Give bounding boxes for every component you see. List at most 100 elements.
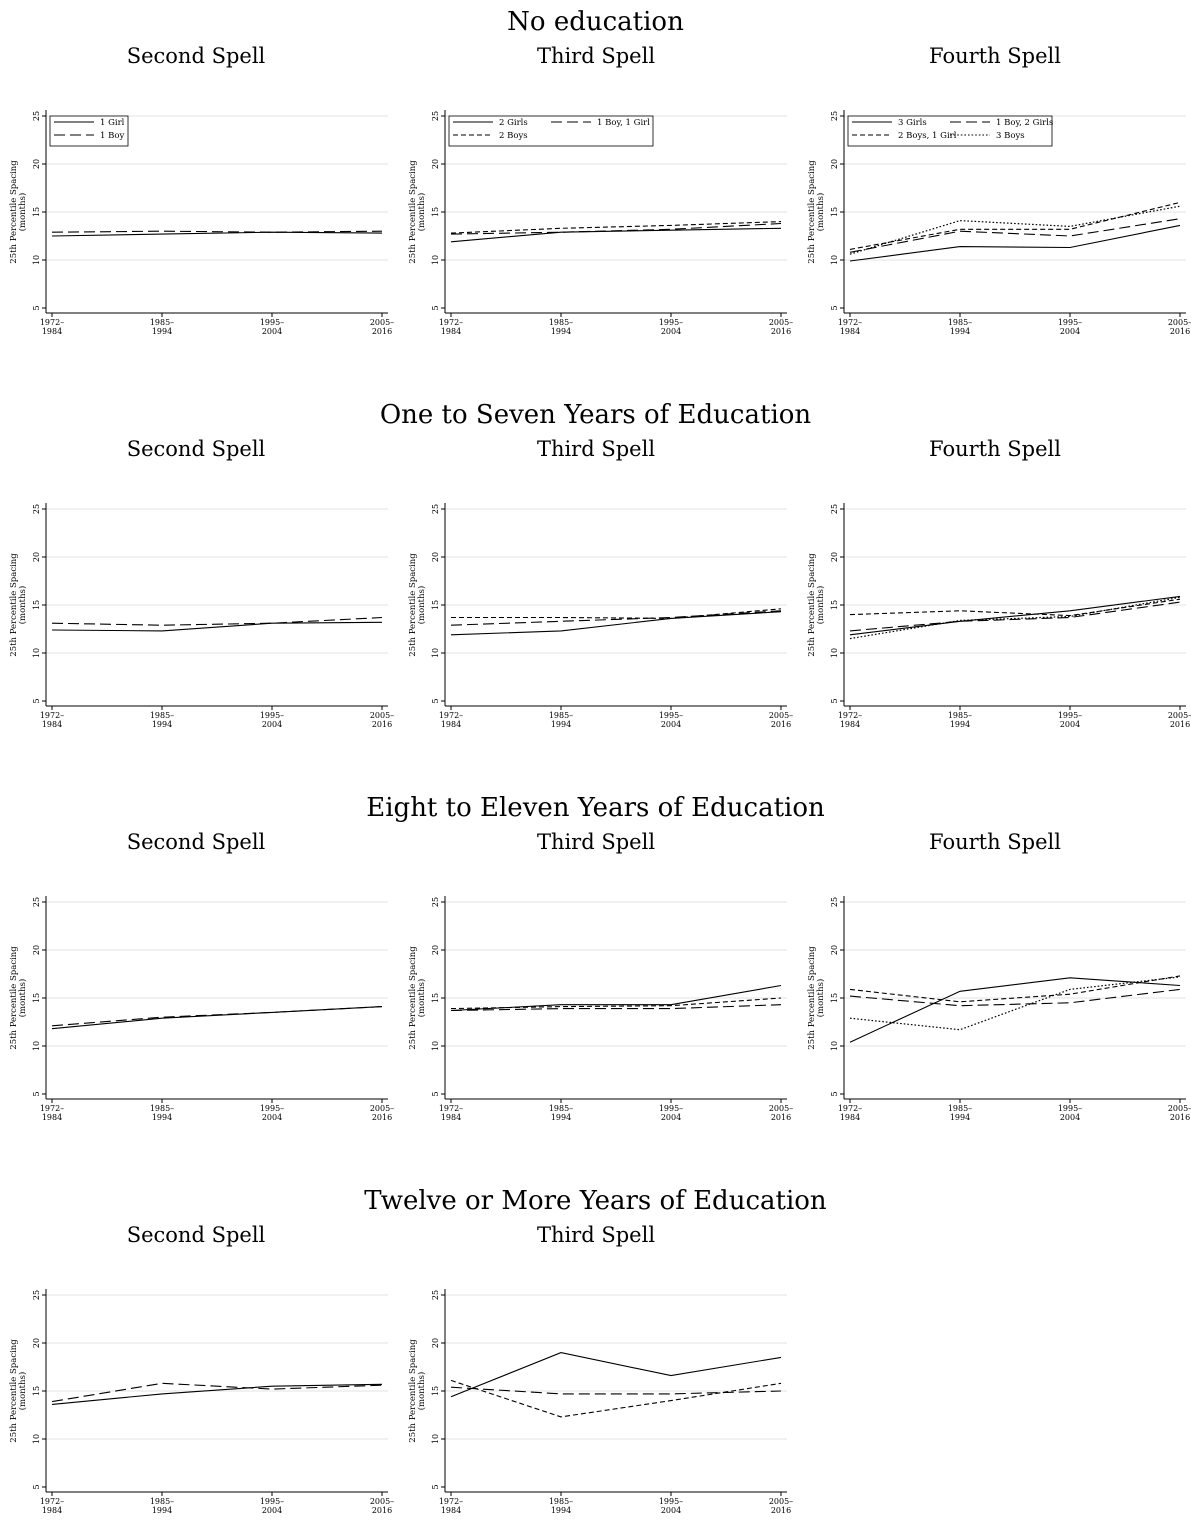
y-tick-label: 5 <box>32 698 41 703</box>
x-tick-label: 1984 <box>840 327 860 336</box>
section-title: No education <box>507 7 684 37</box>
x-tick-label: 2005– <box>370 1104 394 1113</box>
x-tick-label: 2016 <box>771 327 791 336</box>
y-tick-label: 10 <box>32 1434 41 1444</box>
panel-title: Second Spell <box>127 830 266 854</box>
x-tick-label: 1995– <box>1058 1104 1082 1113</box>
series-line-longdash <box>51 230 383 233</box>
x-tick-label: 1995– <box>1058 711 1082 720</box>
series-line-solid <box>51 231 383 237</box>
y-tick-label: 15 <box>32 993 41 1003</box>
section-3: Eight to Eleven Years of Education Second… <box>9 793 1191 1122</box>
x-tick-label: 1972– <box>439 318 463 327</box>
y-tick-label: 25 <box>431 111 440 121</box>
panel-title: Fourth Spell <box>929 437 1061 461</box>
x-tick-label: 1984 <box>441 720 461 729</box>
y-tick-label: 20 <box>32 159 41 169</box>
y-tick-label: 5 <box>431 305 440 310</box>
x-tick-label: 1984 <box>441 327 461 336</box>
x-tick-label: 1994 <box>950 1113 970 1122</box>
legend-box <box>847 115 1053 147</box>
series-line-solid <box>849 224 1181 262</box>
section-2: One to Seven Years of Education Second Sp… <box>9 400 1191 729</box>
x-tick-label: 1994 <box>152 327 172 336</box>
y-tick-label: 10 <box>431 1434 440 1444</box>
x-tick-label: 1985– <box>948 1104 972 1113</box>
chart-panel: Third Spell 5 10 15 20 25 25th Percentile Spac… <box>408 1223 793 1515</box>
y-tick-label: 20 <box>431 552 440 562</box>
y-axis-label: 25th Percentile Spacing <box>9 160 19 264</box>
x-tick-label: 1994 <box>152 1113 172 1122</box>
legend: 2 Girls 1 Boy, 1 Girl 2 Boys <box>448 115 654 147</box>
y-tick-label: 15 <box>830 207 839 217</box>
y-axis-label-units: (months) <box>815 979 826 1018</box>
x-tick-label: 1995– <box>260 1104 284 1113</box>
series-line-longdash <box>51 1006 383 1027</box>
series-line-solid <box>849 977 1181 1043</box>
y-tick-label: 20 <box>32 552 41 562</box>
y-tick-label: 15 <box>431 207 440 217</box>
panel-title: Fourth Spell <box>929 830 1061 854</box>
x-tick-label: 1995– <box>659 711 683 720</box>
x-tick-label: 2004 <box>1060 327 1080 336</box>
x-tick-label: 1984 <box>840 1113 860 1122</box>
x-tick-label: 1984 <box>441 1113 461 1122</box>
y-tick-label: 15 <box>830 993 839 1003</box>
legend-label: 1 Boy, 1 Girl <box>597 118 650 128</box>
legend-label: 2 Boys, 1 Girl <box>898 131 957 141</box>
y-tick-label: 25 <box>32 1290 41 1300</box>
y-axis-label: 25th Percentile Spacing <box>408 1339 418 1443</box>
x-tick-label: 1972– <box>838 1104 862 1113</box>
legend-label: 2 Girls <box>499 118 528 128</box>
x-tick-label: 1972– <box>439 711 463 720</box>
x-tick-label: 1994 <box>950 327 970 336</box>
y-axis-label: 25th Percentile Spacing <box>408 553 418 657</box>
panel-title: Third Spell <box>537 830 655 854</box>
series-line-dotted <box>849 205 1181 255</box>
section-title: One to Seven Years of Education <box>380 400 812 430</box>
y-tick-label: 5 <box>830 305 839 310</box>
x-tick-label: 1972– <box>40 1497 64 1506</box>
y-tick-label: 5 <box>32 1484 41 1489</box>
chart-panel: Second Spell 5 10 15 20 25 25th Percentile Spa… <box>9 830 394 1122</box>
x-tick-label: 2005– <box>370 318 394 327</box>
y-tick-label: 15 <box>431 600 440 610</box>
y-tick-label: 15 <box>32 1386 41 1396</box>
x-tick-label: 1972– <box>40 1104 64 1113</box>
y-axis-label: 25th Percentile Spacing <box>9 946 19 1050</box>
x-tick-label: 1995– <box>260 711 284 720</box>
series-line-longdash <box>51 1382 383 1403</box>
x-tick-label: 2016 <box>1170 1113 1190 1122</box>
y-tick-label: 15 <box>32 600 41 610</box>
y-tick-label: 25 <box>431 504 440 514</box>
y-tick-label: 20 <box>431 159 440 169</box>
y-tick-label: 20 <box>830 159 839 169</box>
y-tick-label: 10 <box>431 1041 440 1051</box>
y-axis-label-units: (months) <box>815 193 826 232</box>
series-line-shortdash <box>849 598 1181 617</box>
x-tick-label: 1995– <box>659 1104 683 1113</box>
x-tick-label: 2004 <box>1060 720 1080 729</box>
y-tick-label: 25 <box>32 111 41 121</box>
series-line-solid <box>450 1352 782 1398</box>
x-tick-label: 1995– <box>260 318 284 327</box>
y-tick-label: 10 <box>431 648 440 658</box>
x-tick-label: 1995– <box>1058 318 1082 327</box>
y-tick-label: 20 <box>431 1338 440 1348</box>
x-tick-label: 2005– <box>769 1497 793 1506</box>
y-tick-label: 25 <box>830 111 839 121</box>
x-tick-label: 1994 <box>950 720 970 729</box>
x-tick-label: 1985– <box>549 711 573 720</box>
y-tick-label: 20 <box>830 945 839 955</box>
y-tick-label: 10 <box>830 648 839 658</box>
panel-title: Third Spell <box>537 44 655 68</box>
y-axis-label-units: (months) <box>416 586 427 625</box>
x-tick-label: 2016 <box>771 1506 791 1515</box>
legend-label: 1 Girl <box>100 118 125 128</box>
y-axis-label-units: (months) <box>17 586 28 625</box>
x-tick-label: 2005– <box>370 1497 394 1506</box>
x-tick-label: 2016 <box>372 1113 392 1122</box>
x-tick-label: 1984 <box>42 1113 62 1122</box>
legend: 1 Girl 1 Boy <box>49 115 129 147</box>
